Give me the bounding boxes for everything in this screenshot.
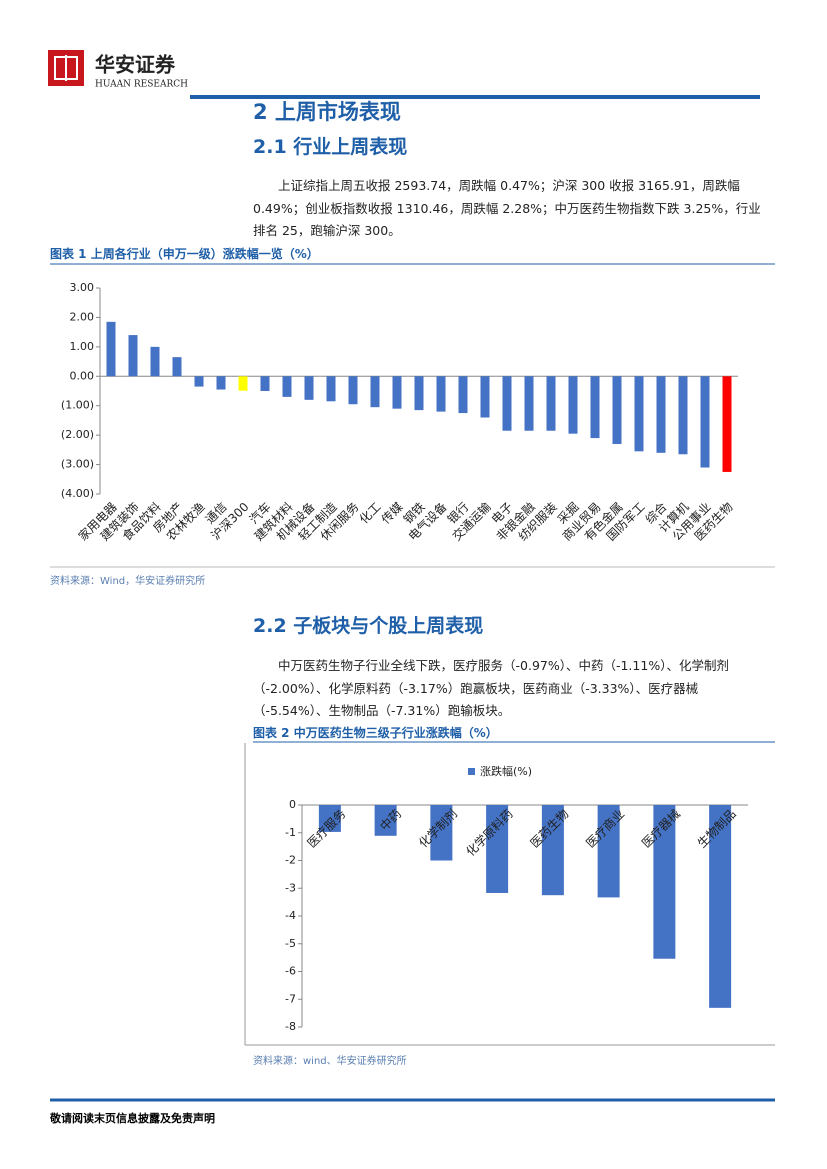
bar — [282, 376, 292, 397]
bar — [486, 805, 509, 893]
section-title: 2 上周市场表现 — [253, 100, 401, 124]
bar — [458, 376, 468, 414]
bar — [216, 376, 226, 390]
bar — [128, 335, 138, 377]
bar — [106, 321, 116, 377]
bar — [656, 376, 666, 453]
legend-label: 涨跌幅(%) — [480, 764, 532, 778]
y-tick-label: -7 — [285, 992, 296, 1005]
bar — [414, 376, 424, 411]
logo-text: 华安证券 — [95, 53, 176, 77]
y-tick-label: -2 — [285, 854, 296, 867]
y-tick-label: -4 — [285, 909, 296, 922]
bar — [370, 376, 380, 408]
figure-title: 图表 1 上周各行业（申万一级）涨跌幅一览（%） — [50, 247, 319, 261]
y-tick-label: 2.00 — [70, 310, 95, 323]
y-tick-label: (4.00) — [61, 487, 94, 500]
bar — [524, 376, 534, 431]
bar — [502, 376, 512, 431]
bar — [722, 376, 732, 472]
figure-source: 资料来源：Wind，华安证券研究所 — [50, 576, 206, 587]
bar — [172, 357, 182, 377]
y-tick-label: 1.00 — [70, 340, 95, 353]
bar — [318, 805, 341, 832]
subsection-title: 2.2 子板块与个股上周表现 — [253, 615, 484, 637]
bar — [546, 376, 556, 431]
bar — [541, 805, 564, 896]
y-tick-label: -8 — [285, 1020, 296, 1033]
y-tick-label: (2.00) — [61, 428, 94, 441]
bar — [348, 376, 358, 405]
y-tick-label: -1 — [285, 826, 296, 839]
bar — [590, 376, 600, 439]
bar — [326, 376, 336, 402]
y-tick-label: 0.00 — [70, 369, 95, 382]
subsection-title: 2.1 行业上周表现 — [253, 136, 408, 158]
x-tick-label: 化工 — [357, 500, 384, 527]
bar — [634, 376, 644, 452]
bar — [597, 805, 620, 898]
bar — [678, 376, 688, 455]
bar — [568, 376, 578, 434]
bar — [392, 376, 402, 409]
paragraph: 中万医药生物子行业全线下跌，医疗服务（-0.97%）、中药（-1.11%）、化学… — [253, 658, 729, 718]
figure-title: 图表 2 中万医药生物三级子行业涨跌幅（%） — [253, 726, 498, 740]
bar — [480, 376, 490, 418]
y-tick-label: -6 — [285, 965, 296, 978]
bar — [700, 376, 710, 468]
figure-source: 资料来源：wind、华安证券研究所 — [253, 1056, 407, 1067]
logo-en: HUAAN RESEARCH — [95, 80, 188, 90]
bar — [653, 805, 676, 959]
bar — [150, 346, 160, 377]
bar — [304, 376, 314, 400]
bar — [612, 376, 622, 444]
y-tick-label: -5 — [285, 937, 296, 950]
bar — [430, 805, 453, 861]
x-tick-label: 传媒 — [378, 499, 406, 527]
y-tick-label: 3.00 — [70, 281, 95, 294]
paragraph: 上证综指上周五收报 2593.74，周跌幅 0.47%；沪深 300 收报 31… — [253, 178, 761, 238]
y-tick-label: (3.00) — [61, 458, 94, 471]
bar — [709, 805, 732, 1008]
bar — [194, 376, 204, 387]
legend-swatch — [468, 768, 475, 775]
y-tick-label: (1.00) — [61, 399, 94, 412]
y-tick-label: 0 — [289, 798, 296, 811]
bar — [374, 805, 397, 836]
bar — [260, 376, 270, 391]
bar — [436, 376, 446, 412]
bar — [238, 376, 248, 391]
y-tick-label: -3 — [285, 881, 296, 894]
footer: 敬请阅读末页信息披露及免责声明 — [50, 1112, 215, 1125]
